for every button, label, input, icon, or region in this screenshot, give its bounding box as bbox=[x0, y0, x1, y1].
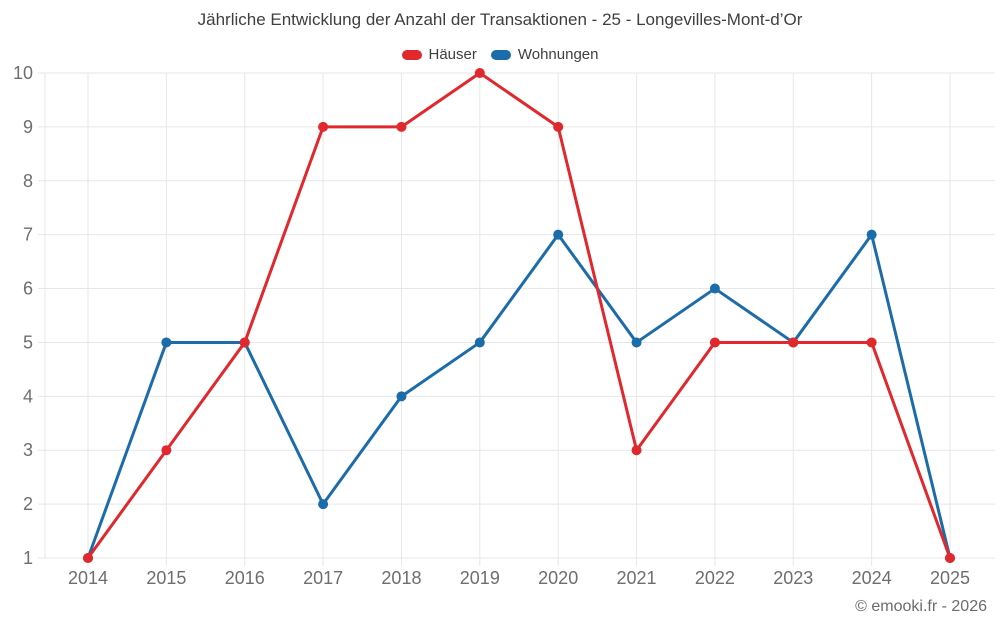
data-point-wohnungen bbox=[161, 337, 172, 348]
data-point-haeuser bbox=[161, 445, 172, 456]
y-axis-label: 10 bbox=[13, 63, 33, 83]
x-axis-label: 2025 bbox=[930, 568, 970, 588]
y-axis-label: 4 bbox=[23, 386, 33, 406]
y-axis-label: 6 bbox=[23, 279, 33, 299]
data-point-wohnungen bbox=[553, 229, 564, 240]
x-axis-label: 2017 bbox=[303, 568, 343, 588]
copyright-footer: © emooki.fr - 2026 bbox=[855, 598, 987, 615]
data-point-haeuser bbox=[553, 121, 564, 132]
y-axis-label: 1 bbox=[23, 548, 33, 568]
series-line-haeuser bbox=[86, 71, 952, 560]
data-point-haeuser bbox=[396, 121, 407, 132]
x-axis-label: 2019 bbox=[460, 568, 500, 588]
y-axis-label: 8 bbox=[23, 171, 33, 191]
data-point-haeuser bbox=[83, 553, 93, 563]
data-point-haeuser bbox=[788, 337, 799, 348]
x-axis-label: 2020 bbox=[538, 568, 578, 588]
series-line-wohnungen bbox=[86, 233, 952, 560]
data-point-wohnungen bbox=[866, 229, 877, 240]
x-axis-label: 2024 bbox=[852, 568, 892, 588]
x-axis-label: 2021 bbox=[617, 568, 657, 588]
legend-item-wohnungen[interactable]: Wohnungen bbox=[490, 46, 599, 63]
legend-label-wohnungen: Wohnungen bbox=[517, 46, 599, 63]
data-point-haeuser bbox=[318, 121, 329, 132]
data-point-haeuser bbox=[474, 68, 485, 78]
y-axis-label: 3 bbox=[23, 440, 33, 460]
legend-label-haeuser: Häuser bbox=[428, 46, 477, 63]
x-axis-label: 2022 bbox=[695, 568, 735, 588]
x-axis-label: 2018 bbox=[381, 568, 421, 588]
legend-swatch-blue bbox=[490, 49, 511, 60]
data-point-haeuser bbox=[239, 337, 250, 348]
y-axis-label: 7 bbox=[23, 225, 33, 245]
chart-legend: Häuser Wohnungen bbox=[0, 46, 1000, 63]
data-point-haeuser bbox=[945, 553, 955, 563]
data-point-wohnungen bbox=[709, 283, 720, 294]
data-point-wohnungen bbox=[474, 337, 485, 348]
y-axis-label: 2 bbox=[23, 494, 33, 514]
y-axis-label: 5 bbox=[23, 332, 33, 352]
x-axis-label: 2023 bbox=[773, 568, 813, 588]
data-point-haeuser bbox=[709, 337, 720, 348]
chart-title: Jährliche Entwicklung der Anzahl der Tra… bbox=[197, 10, 803, 29]
x-axis-label: 2016 bbox=[225, 568, 265, 588]
y-axis-label: 9 bbox=[23, 117, 33, 137]
data-point-wohnungen bbox=[631, 337, 642, 348]
data-point-wohnungen bbox=[396, 391, 407, 402]
data-point-haeuser bbox=[866, 337, 877, 348]
legend-swatch-red bbox=[401, 49, 422, 60]
data-point-wohnungen bbox=[318, 499, 329, 510]
x-axis-label: 2015 bbox=[146, 568, 186, 588]
legend-item-haeuser[interactable]: Häuser bbox=[401, 46, 477, 63]
data-point-haeuser bbox=[631, 445, 642, 456]
x-axis-label: 2014 bbox=[68, 568, 108, 588]
